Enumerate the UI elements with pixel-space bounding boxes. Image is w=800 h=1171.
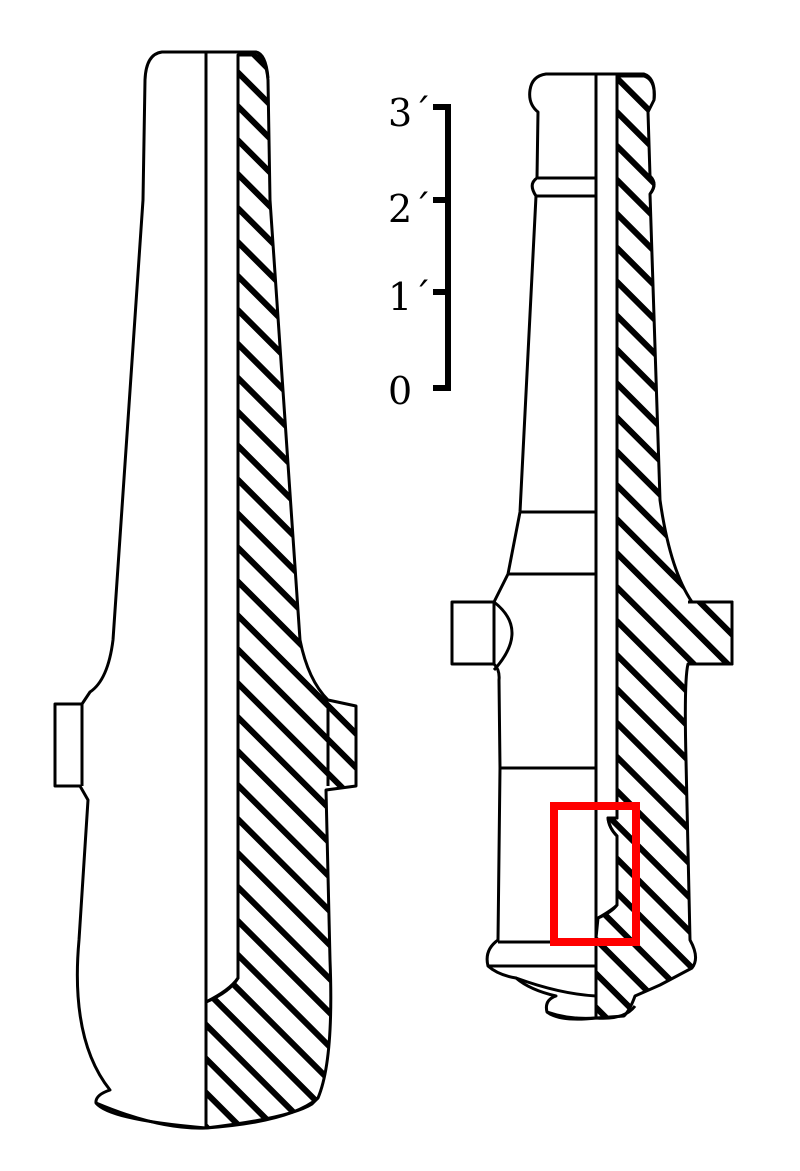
scale-label-2: 2´: [388, 187, 431, 231]
right-trunnion-right: [688, 600, 734, 666]
scale-label-0: 0: [388, 369, 412, 413]
right-trunnion-face: [492, 600, 514, 672]
right-astragal-ring: [536, 176, 596, 198]
right-astragal-ring-right: [648, 174, 656, 195]
right-bore-wall: [597, 76, 619, 920]
highlight-box: [550, 802, 640, 946]
scale-bar: [433, 104, 451, 391]
left-outer-outline: [53, 50, 207, 1130]
scale-label-3: 3´: [388, 91, 431, 135]
right-base-curve: [515, 976, 597, 998]
right-muzzle-top: [546, 72, 656, 101]
right-cascabel: [546, 1005, 637, 1021]
left-bore-wall: [205, 55, 240, 1004]
cannon-cross-section-small: [450, 72, 734, 1021]
scale-label-1: 1´: [388, 275, 431, 319]
right-outer-outline: [450, 72, 597, 1020]
cannon-cross-section-large: [53, 50, 358, 1130]
left-base: [95, 1096, 319, 1130]
left-hatched-wall: [204, 53, 358, 1130]
left-muzzle-top: [162, 50, 270, 79]
